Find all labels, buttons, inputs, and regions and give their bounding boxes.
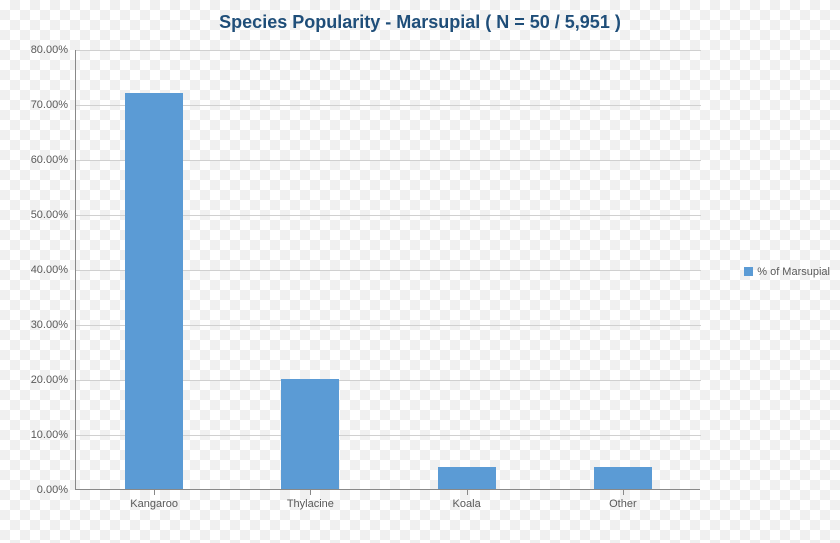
y-tick-label: 80.00% — [31, 44, 68, 56]
x-tick — [310, 490, 311, 495]
legend-marker — [744, 267, 753, 276]
x-tick-label: Thylacine — [287, 498, 334, 510]
chart-title: Species Popularity - Marsupial ( N = 50 … — [0, 0, 840, 33]
x-tick-label: Kangaroo — [130, 498, 178, 510]
x-tick — [623, 490, 624, 495]
x-tick — [467, 490, 468, 495]
y-tick-label: 0.00% — [37, 484, 68, 496]
legend-label: % of Marsupial — [757, 266, 830, 278]
bar — [125, 93, 183, 489]
chart-container: 0.00%10.00%20.00%30.00%40.00%50.00%60.00… — [75, 50, 700, 490]
y-tick-label: 70.00% — [31, 99, 68, 111]
y-tick-label: 50.00% — [31, 209, 68, 221]
y-tick-label: 30.00% — [31, 319, 68, 331]
bar — [594, 467, 652, 489]
x-tick-label: Koala — [453, 498, 481, 510]
plot-area: 0.00%10.00%20.00%30.00%40.00%50.00%60.00… — [75, 50, 700, 490]
bar — [281, 379, 339, 489]
y-tick-label: 20.00% — [31, 374, 68, 386]
x-tick-label: Other — [609, 498, 637, 510]
legend: % of Marsupial — [744, 266, 830, 278]
y-tick-label: 40.00% — [31, 264, 68, 276]
y-tick-label: 10.00% — [31, 429, 68, 441]
x-tick — [154, 490, 155, 495]
bar — [438, 467, 496, 489]
gridline — [76, 50, 701, 51]
y-tick-label: 60.00% — [31, 154, 68, 166]
